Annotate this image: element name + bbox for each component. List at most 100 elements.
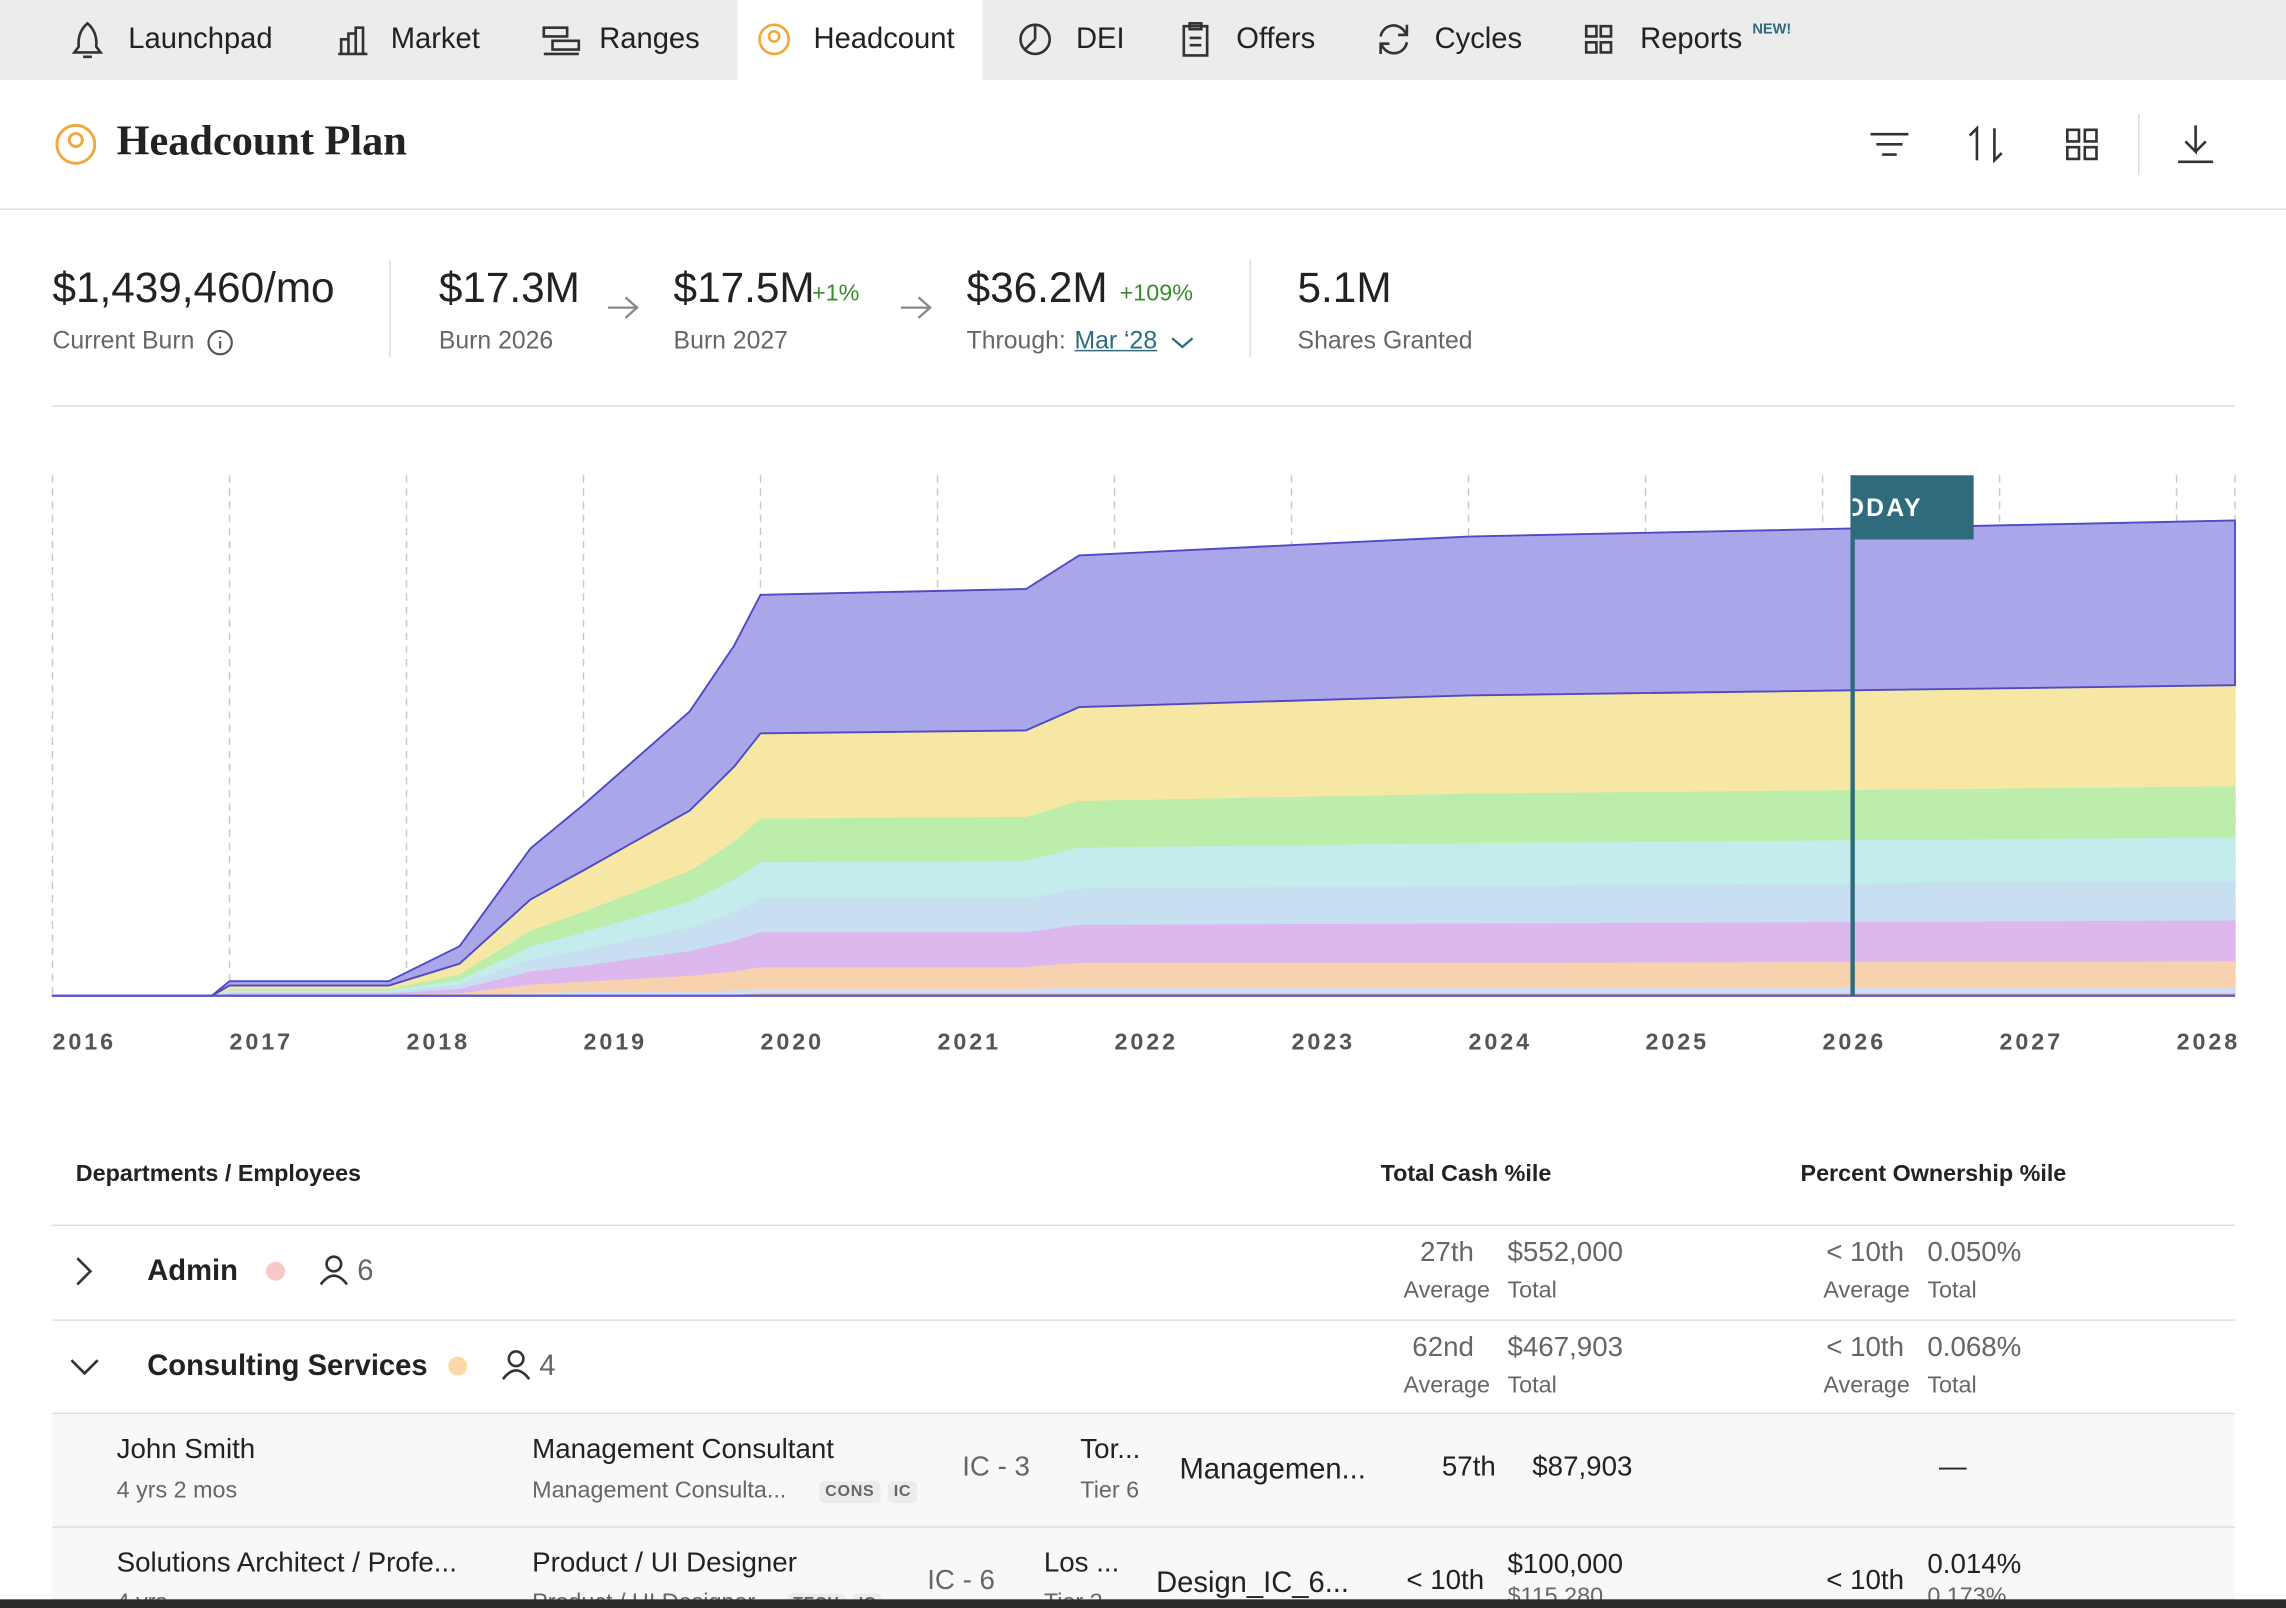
x-tick-label: 2022 xyxy=(1115,1029,1179,1055)
employee-band: Managemen... xyxy=(1179,1453,1366,1486)
period-link[interactable]: Mar ‘28 xyxy=(1074,326,1158,355)
employee-location: Los ... xyxy=(1043,1548,1120,1579)
x-tick-label: 2028 xyxy=(2177,1029,2240,1055)
cash-pct: 62nd xyxy=(1412,1332,1474,1364)
own-pct-label: Average xyxy=(1823,1373,1910,1399)
info-icon[interactable] xyxy=(206,328,235,357)
group-count: 6 xyxy=(357,1255,374,1288)
employee-name: John Smith xyxy=(116,1434,256,1466)
cash-total: $467,903 xyxy=(1507,1332,1624,1364)
employee-level: IC - 3 xyxy=(962,1452,1030,1483)
arrow xyxy=(607,296,639,319)
stat-change: +109% xyxy=(1119,281,1193,307)
divider xyxy=(0,208,2286,210)
divider xyxy=(389,259,391,358)
nav-tab[interactable]: Ranges xyxy=(599,23,700,56)
own-pct: < 10th xyxy=(1826,1237,1905,1269)
divider xyxy=(52,1319,2235,1321)
row-icons xyxy=(70,1350,531,1381)
stat-label: Burn 2027 xyxy=(673,326,788,355)
column-header: Percent Ownership %ile xyxy=(1800,1161,2067,1187)
employee-name: Solutions Architect / Profe... xyxy=(116,1548,457,1579)
employee-role-sub: Management Consulta... xyxy=(532,1478,787,1504)
divider xyxy=(52,1224,2235,1227)
cash-pct: < 10th xyxy=(1406,1565,1485,1597)
arrow xyxy=(900,296,932,319)
divider xyxy=(52,1526,2235,1528)
stat-label: Shares Granted xyxy=(1297,326,1473,355)
icon xyxy=(1023,24,1037,51)
icon xyxy=(338,26,368,56)
x-tick-label: 2023 xyxy=(1292,1029,1356,1055)
employee-band: Design_IC_6... xyxy=(1156,1567,1349,1600)
icon xyxy=(542,26,581,56)
area xyxy=(51,519,2236,997)
x-tick-label: 2025 xyxy=(1646,1029,1710,1055)
own-total: 0.050% xyxy=(1927,1237,2022,1269)
stat-value: $36.2M xyxy=(966,265,1108,312)
nav-tab[interactable]: Headcount xyxy=(813,23,955,56)
stat-change: +1% xyxy=(812,281,860,307)
x-tick-label: 2021 xyxy=(938,1029,1002,1055)
icon xyxy=(1379,24,1409,55)
cash-total-label: Total xyxy=(1507,1278,1557,1304)
cash-pct: 57th xyxy=(1441,1452,1496,1483)
employee-row[interactable]: Solutions Architect / Profe... 4 yrs Pro… xyxy=(52,1527,2235,1608)
icon xyxy=(758,23,791,56)
x-tick-label: 2027 xyxy=(2000,1029,2064,1055)
nav-tab[interactable]: Market xyxy=(390,23,480,56)
icon xyxy=(1182,22,1209,57)
new-badge: NEW! xyxy=(1752,21,1792,38)
own-pct-label: Average xyxy=(1823,1278,1910,1304)
stat-value: $17.5M xyxy=(673,265,815,312)
cash-total-label: Total xyxy=(1507,1373,1557,1399)
x-tick-label: 2026 xyxy=(1823,1029,1887,1055)
stat-value: $1,439,460/mo xyxy=(52,265,335,312)
chart: 2016 2017 2018 2019 2020 2021 2022 2023 2024 2025… xyxy=(51,475,2240,1055)
row-icons xyxy=(76,1255,349,1286)
stat-value: 5.1M xyxy=(1297,265,1392,312)
employee-location: Tor... xyxy=(1080,1434,1141,1466)
ownership: — xyxy=(1939,1452,1967,1483)
x-tick-label: 2020 xyxy=(761,1029,825,1055)
group-row[interactable]: Consulting Services 4 62nd Average $467,… xyxy=(0,1319,2286,1412)
own-total-label: Total xyxy=(1927,1373,1977,1399)
stat-label: Through: xyxy=(966,326,1066,355)
cash: $87,903 xyxy=(1532,1452,1633,1483)
own-total-label: Total xyxy=(1927,1278,1977,1304)
group-name: Admin xyxy=(147,1255,238,1288)
employee-tier: Tier 6 xyxy=(1080,1478,1140,1504)
cash: $100,000 xyxy=(1507,1549,1624,1581)
nav-tab[interactable]: DEI xyxy=(1075,23,1125,56)
nav-tab[interactable]: Cycles xyxy=(1434,23,1523,56)
nav-tab[interactable]: Offers xyxy=(1236,23,1316,56)
employee-role: Management Consultant xyxy=(532,1434,834,1466)
employee-role: Product / UI Designer xyxy=(532,1548,797,1579)
employee-row[interactable]: John Smith 4 yrs 2 mos Management Consul… xyxy=(52,1414,2235,1527)
column-header: Departments / Employees xyxy=(75,1161,362,1187)
nav-bar: Launchpad Market Ranges Headcount DEI Of… xyxy=(0,0,2286,81)
nav-tab[interactable]: Launchpad xyxy=(128,23,273,56)
page-title: Headcount Plan xyxy=(116,118,407,165)
x-tick-label: 2024 xyxy=(1469,1029,1533,1055)
nav-tab[interactable]: Reports xyxy=(1640,23,1743,56)
icon xyxy=(767,30,781,43)
divider xyxy=(52,1412,2235,1415)
employee-level: IC - 6 xyxy=(927,1565,995,1597)
nav-icons xyxy=(71,21,1613,59)
x-tick-label: 2019 xyxy=(584,1029,648,1055)
icon xyxy=(71,21,104,59)
cash-pct-label: Average xyxy=(1403,1278,1490,1304)
today-label: TODAY xyxy=(1828,495,1923,522)
group-row[interactable]: Admin 6 27th Average $552,000 Total < 10… xyxy=(0,1225,2286,1320)
divider xyxy=(52,405,2235,407)
column-header: Total Cash %ile xyxy=(1380,1161,1552,1187)
cash-total: $552,000 xyxy=(1507,1237,1624,1269)
own-total: 0.068% xyxy=(1927,1332,2022,1364)
chevron[interactable] xyxy=(1169,334,1195,351)
stat-value: $17.3M xyxy=(438,265,580,312)
own-pct: < 10th xyxy=(1826,1332,1905,1364)
group-count: 4 xyxy=(539,1350,556,1383)
